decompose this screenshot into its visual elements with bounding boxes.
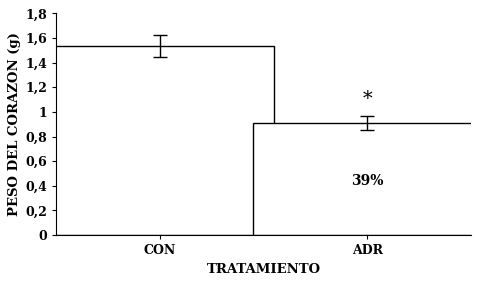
Bar xyxy=(253,123,479,235)
Y-axis label: PESO DEL CORAZON (g): PESO DEL CORAZON (g) xyxy=(8,32,22,216)
X-axis label: TRATAMIENTO: TRATAMIENTO xyxy=(206,263,320,276)
Text: *: * xyxy=(362,90,372,108)
Bar xyxy=(46,46,274,235)
Text: 39%: 39% xyxy=(351,174,383,188)
